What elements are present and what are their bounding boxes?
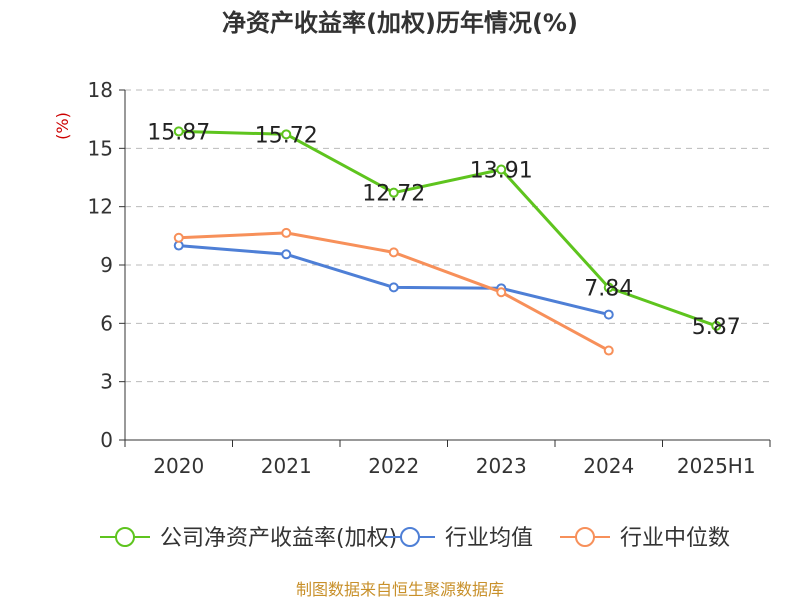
data-point [711, 320, 722, 331]
data-point [496, 164, 507, 175]
data-point [388, 247, 399, 258]
data-point [281, 249, 292, 260]
y-tick-label: 3 [100, 370, 113, 394]
y-tick-label: 15 [88, 136, 113, 160]
data-point [603, 345, 614, 356]
series-lines [173, 126, 722, 356]
legend[interactable]: 公司净资产收益率(加权) 行业均值 行业中位数 [100, 526, 730, 551]
data-point [173, 232, 184, 243]
legend-label: 公司净资产收益率(加权) [160, 526, 397, 551]
series-line-1 [178, 129, 717, 328]
legend-label: 行业均值 [445, 526, 533, 551]
data-label: 12.72 [362, 182, 425, 207]
y-tick-label: 6 [100, 311, 113, 335]
legend-marker [115, 527, 135, 547]
axes: 0 3 6 9 12 15 18 2020 2021 2022 2023 2024 2025H1 [88, 78, 771, 478]
data-point [173, 126, 184, 137]
y-tick-label: 18 [88, 78, 113, 102]
legend-label: 行业中位数 [620, 526, 730, 551]
data-label: 13.91 [470, 159, 533, 184]
y-tick-label: 9 [100, 253, 113, 277]
y-tick-label: 0 [100, 428, 113, 452]
x-tick-label: 2024 [583, 454, 634, 478]
x-tick-label: 2020 [153, 454, 204, 478]
data-point [388, 187, 399, 198]
data-point [603, 282, 614, 293]
source-note: 制图数据来自恒生聚源数据库 [296, 580, 504, 599]
data-point [603, 309, 614, 320]
grid-lines [125, 89, 770, 383]
data-label: 15.72 [255, 123, 318, 148]
x-tick-label: 2023 [476, 454, 527, 478]
x-tick-label: 2025H1 [677, 454, 756, 478]
data-label: 15.87 [147, 120, 210, 145]
chart-title: 净资产收益率(加权)历年情况(%) [222, 9, 578, 37]
legend-marker [400, 527, 420, 547]
data-label: 5.87 [692, 315, 741, 340]
y-tick-label: 12 [88, 195, 113, 219]
data-point [281, 227, 292, 238]
legend-marker [575, 527, 595, 547]
data-label: 7.84 [584, 277, 633, 302]
data-point [281, 129, 292, 140]
data-point [388, 282, 399, 293]
x-tick-label: 2021 [261, 454, 312, 478]
data-point [496, 287, 507, 298]
x-tick-label: 2022 [368, 454, 419, 478]
data-labels: 15.87 15.72 12.72 13.91 7.84 5.87 [147, 120, 740, 339]
y-axis-unit: (%) [53, 112, 72, 140]
